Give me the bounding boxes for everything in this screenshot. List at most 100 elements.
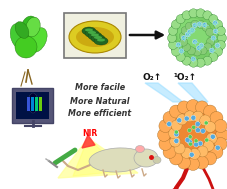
Ellipse shape [177, 19, 207, 49]
Ellipse shape [201, 23, 209, 31]
Ellipse shape [212, 29, 217, 33]
Ellipse shape [176, 118, 181, 123]
Ellipse shape [180, 147, 191, 158]
Ellipse shape [162, 146, 175, 159]
Ellipse shape [197, 141, 202, 146]
Ellipse shape [10, 23, 30, 50]
Ellipse shape [190, 57, 195, 61]
Ellipse shape [178, 49, 183, 53]
Ellipse shape [76, 27, 114, 47]
Ellipse shape [187, 29, 191, 34]
Ellipse shape [167, 33, 176, 43]
FancyBboxPatch shape [16, 91, 49, 119]
Ellipse shape [169, 136, 180, 147]
Ellipse shape [85, 29, 93, 32]
Ellipse shape [176, 114, 187, 125]
FancyBboxPatch shape [35, 97, 38, 111]
Polygon shape [73, 138, 122, 176]
Ellipse shape [184, 32, 189, 37]
Ellipse shape [177, 156, 190, 169]
Ellipse shape [195, 128, 200, 133]
Ellipse shape [175, 43, 180, 47]
Ellipse shape [195, 9, 204, 18]
Ellipse shape [179, 38, 187, 46]
Ellipse shape [29, 28, 47, 52]
Ellipse shape [89, 148, 146, 172]
Ellipse shape [203, 43, 211, 51]
Ellipse shape [195, 58, 204, 67]
Ellipse shape [213, 47, 222, 56]
Ellipse shape [187, 47, 195, 55]
Ellipse shape [193, 139, 197, 143]
Ellipse shape [26, 17, 40, 37]
Ellipse shape [133, 149, 157, 167]
Ellipse shape [173, 139, 178, 143]
Ellipse shape [196, 146, 207, 157]
Ellipse shape [204, 138, 208, 142]
Ellipse shape [169, 152, 182, 165]
Ellipse shape [168, 26, 177, 36]
Ellipse shape [173, 130, 178, 134]
Ellipse shape [204, 122, 215, 132]
Ellipse shape [212, 21, 217, 25]
Ellipse shape [185, 22, 192, 30]
Polygon shape [58, 138, 137, 178]
Ellipse shape [187, 135, 191, 139]
Ellipse shape [178, 32, 186, 40]
Ellipse shape [162, 112, 175, 124]
Ellipse shape [213, 20, 222, 29]
Ellipse shape [210, 36, 215, 40]
Ellipse shape [168, 128, 179, 139]
Ellipse shape [202, 11, 211, 20]
Ellipse shape [196, 22, 201, 26]
Ellipse shape [181, 56, 190, 65]
FancyBboxPatch shape [39, 97, 42, 111]
Ellipse shape [188, 142, 192, 146]
Text: More Natural: More Natural [70, 97, 129, 105]
Polygon shape [177, 83, 207, 102]
Ellipse shape [205, 28, 213, 36]
Ellipse shape [171, 47, 180, 56]
Ellipse shape [190, 115, 195, 120]
Ellipse shape [186, 157, 199, 170]
Ellipse shape [168, 41, 177, 50]
FancyBboxPatch shape [64, 12, 126, 57]
Ellipse shape [196, 46, 200, 50]
Text: O₂↑: O₂↑ [142, 74, 161, 83]
Ellipse shape [88, 31, 96, 34]
Ellipse shape [209, 112, 222, 124]
Ellipse shape [193, 142, 198, 147]
Ellipse shape [186, 99, 199, 112]
Ellipse shape [217, 33, 225, 43]
Ellipse shape [192, 40, 196, 44]
Ellipse shape [198, 47, 206, 55]
Ellipse shape [201, 23, 206, 27]
Ellipse shape [170, 120, 181, 131]
Ellipse shape [195, 101, 207, 114]
Ellipse shape [203, 105, 216, 118]
Ellipse shape [82, 27, 96, 35]
Ellipse shape [159, 102, 225, 168]
Ellipse shape [200, 129, 205, 133]
Ellipse shape [166, 122, 171, 126]
Ellipse shape [157, 129, 170, 142]
Ellipse shape [173, 132, 178, 137]
Ellipse shape [181, 11, 190, 20]
Ellipse shape [214, 145, 219, 150]
Ellipse shape [158, 119, 171, 132]
Ellipse shape [215, 129, 227, 142]
Ellipse shape [198, 43, 203, 48]
Ellipse shape [152, 156, 160, 163]
Ellipse shape [188, 152, 193, 157]
Ellipse shape [184, 137, 189, 143]
Ellipse shape [208, 52, 217, 61]
FancyBboxPatch shape [27, 97, 30, 111]
Ellipse shape [202, 140, 213, 151]
Polygon shape [144, 83, 182, 102]
Ellipse shape [180, 26, 188, 35]
Ellipse shape [183, 116, 188, 121]
Ellipse shape [175, 15, 184, 24]
Ellipse shape [182, 43, 190, 51]
FancyBboxPatch shape [31, 97, 34, 111]
Text: NIR: NIR [82, 129, 97, 138]
